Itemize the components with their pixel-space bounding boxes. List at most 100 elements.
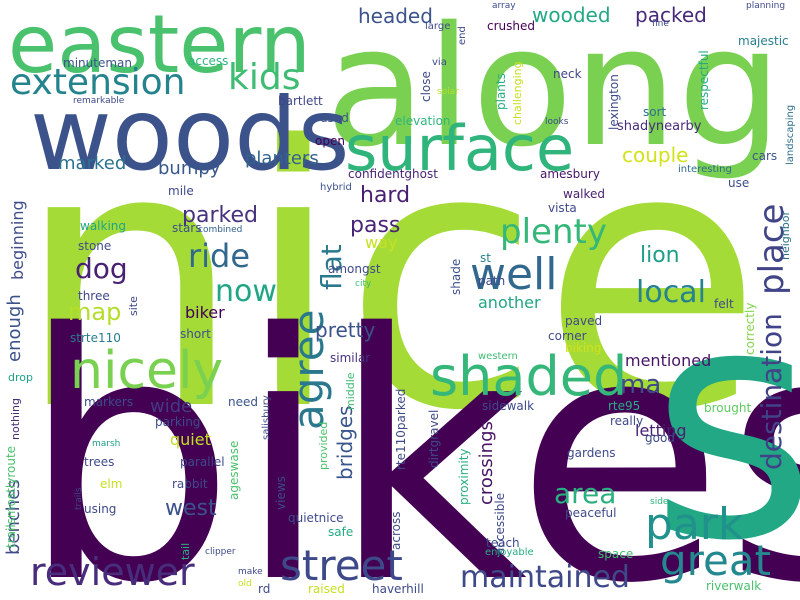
word-hard: hard [360,183,411,208]
word-challenging: challenging [511,61,524,125]
word-city: city [355,279,372,289]
word-trees: trees [84,455,115,469]
word-solar: solar [437,87,459,97]
word-beginning: beginning [8,200,27,280]
word-shaded: shaded [430,345,628,408]
word-old: old [238,579,252,589]
word-clipper: clipper [205,547,236,557]
word-shadynearby: shadynearby [617,119,702,134]
word-close: close [419,71,433,102]
word-local: local [636,275,706,310]
word-woods: woods [30,76,350,193]
word-trailsmostlyroute: trailsmostlyroute [4,445,18,548]
word-st: st [480,251,491,265]
word-stone: stone [78,239,112,253]
word-amongst: amongst [328,262,381,276]
word-rd: rd [258,582,271,596]
word-sidewalk: sidewalk [482,399,535,413]
word-mile: mile [168,184,194,198]
word-similar: similar [330,351,371,365]
word-use: use [728,176,750,190]
word-western: western [478,351,518,362]
word-mentioned: mentioned [625,351,712,370]
word-s: s [650,239,800,600]
word-array: array [492,1,516,11]
word-respectful: respectful [697,50,711,110]
word-strte110: strte110 [70,331,121,345]
word-tail: tail [179,542,192,560]
word-street: street [280,541,403,590]
word-salisbury: salisbury [261,395,272,440]
word-nice: nice [15,70,763,489]
word-raised: raised [308,582,345,596]
word-haverhill: haverhill [372,582,424,596]
word-eastern: eastern [8,0,311,91]
word-via: via [432,57,447,68]
word-plants: plants [494,73,508,110]
word-planning: planning [746,1,786,11]
word-destination: destination [755,313,788,470]
word-gardens: gardens [567,446,616,460]
word-neck: neck [553,67,582,81]
word-riverwalk: riverwalk [706,579,762,593]
word-planters: planters [245,148,319,169]
word-markers: markers [84,395,134,409]
word-used: used [320,111,349,125]
word-dirtgravel: dirtgravel [427,409,441,468]
word-space: space [598,547,634,561]
word-plenty: plenty [500,212,607,252]
word-lion: lion [640,243,680,268]
word-maintained: maintained [460,560,630,595]
word-felt: felt [714,297,734,311]
word-way: way [365,233,398,252]
word-nothing: nothing [9,398,22,440]
word-ageswase: ageswase [227,440,241,500]
word-biker: biker [185,303,225,322]
word-bumpy: bumpy [158,158,221,179]
word-elevation: elevation [395,114,451,128]
word-elm: elm [100,477,123,491]
word-rte95: rte95 [608,399,641,413]
word-landscaping: landscaping [785,104,796,165]
word-park: park [645,499,744,550]
word-headed: headed [358,4,433,28]
word-enough: enough [4,294,25,362]
word-path: path [478,274,506,288]
word-map: map [68,298,122,326]
word-ride: ride [188,237,251,275]
word-really: really [610,414,644,428]
word-now: now [215,274,277,309]
word-trails: trails [74,487,84,510]
word-rabbit: rabbit [172,477,208,491]
word-drop: drop [8,371,33,384]
word-site: site [127,296,140,316]
word-need: need [228,395,258,409]
word-paved: paved [565,314,603,328]
word-minuteman: minuteman [63,56,132,70]
word-another: another [478,293,541,312]
word-cars: cars [752,149,778,163]
word-sort: sort [643,105,667,119]
word-stars: stars [172,221,202,235]
word-bartlett: bartlett [278,94,323,108]
word-interesting: interesting [678,164,732,175]
word-couple: couple [622,143,689,167]
word-extension: extension [10,62,186,103]
word-middle: middle [344,372,357,410]
word-large: large [425,21,451,32]
word-neighbor: neighbor [779,211,792,260]
word-ma: ma [620,370,662,400]
word-brought: brought [704,401,752,415]
word-parallel: parallel [180,455,225,469]
word-walking: walking [80,219,127,233]
word-quietnice: quietnice [288,511,344,525]
word-great: great [660,536,772,585]
word-well: well [470,249,558,300]
word-remarkable: remarkable [73,96,125,106]
word-letting: letting [635,421,687,440]
word-bridges: bridges [333,405,357,480]
word-shade: shade [449,258,463,295]
word-end: end [457,26,468,45]
word-rte110parked: rte110parked [394,388,408,470]
